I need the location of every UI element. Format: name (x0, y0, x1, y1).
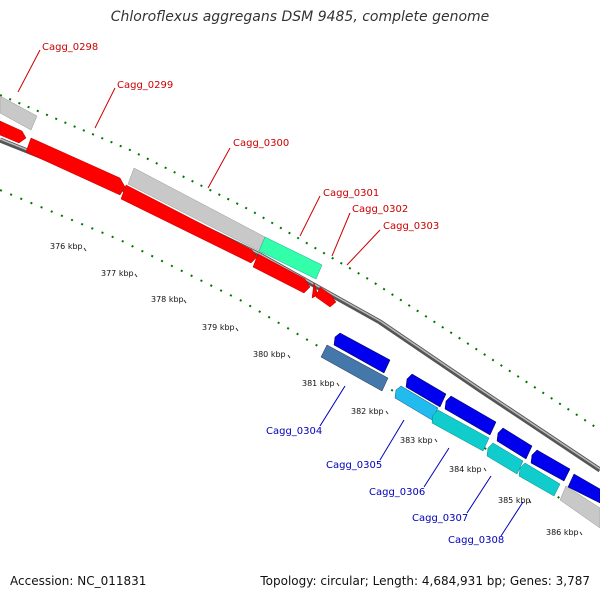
gene-cagg-0303[interactable] (315, 286, 337, 308)
gene-grey-right[interactable] (559, 485, 600, 529)
scale-label-377: 377 kbp (101, 269, 134, 278)
label-cagg-0302[interactable]: Cagg_0302 (352, 204, 408, 215)
scale-label-385: 385 kbp (498, 496, 531, 505)
reverse-leader-lines (319, 385, 524, 537)
gene-cagg-0301[interactable] (258, 236, 323, 280)
gene-cagg-0298[interactable] (0, 95, 38, 131)
label-cagg-0306[interactable]: Cagg_0306 (369, 487, 425, 498)
gene-cagg-0299[interactable] (25, 137, 126, 196)
gene-blue-3[interactable] (444, 395, 497, 436)
gc-track-inner (0, 189, 600, 526)
label-cagg-0307[interactable]: Cagg_0307 (412, 513, 468, 524)
scale-label-381: 381 kbp (302, 379, 335, 388)
genome-summary-text: Topology: circular; Length: 4,684,931 bp… (260, 574, 590, 588)
label-cagg-0300[interactable]: Cagg_0300 (233, 138, 289, 149)
scale-label-383: 383 kbp (400, 436, 433, 445)
forward-leader-lines (17, 49, 381, 266)
gene-blue-4[interactable] (496, 427, 533, 460)
scale-label-376: 376 kbp (50, 242, 83, 251)
scale-label-384: 384 kbp (449, 465, 482, 474)
scale-label-382: 382 kbp (351, 407, 384, 416)
label-cagg-0304[interactable]: Cagg_0304 (266, 426, 322, 437)
gene-cagg-0307[interactable] (486, 442, 524, 475)
label-cagg-0298[interactable]: Cagg_0298 (42, 42, 98, 53)
gene-blue-2[interactable] (405, 373, 447, 408)
map-title: Chloroflexus aggregans DSM 9485, complet… (110, 9, 490, 25)
label-cagg-0301[interactable]: Cagg_0301 (323, 188, 379, 199)
gene-cagg-0308[interactable] (518, 462, 561, 497)
gene-cagg-0306[interactable] (431, 409, 490, 452)
label-cagg-0305[interactable]: Cagg_0305 (326, 460, 382, 471)
genome-backbone (0, 137, 600, 473)
scale-label-378: 378 kbp (151, 295, 184, 304)
gene-cagg-0305[interactable] (394, 385, 439, 421)
scale-ticks (83, 247, 583, 536)
gene-cagg-0302[interactable] (311, 282, 319, 299)
accession-text: Accession: NC_011831 (10, 574, 147, 588)
gene-cagg-0298-red[interactable] (0, 120, 27, 144)
gene-blue-right[interactable] (567, 473, 600, 504)
gene-blue-1[interactable] (333, 332, 391, 374)
label-cagg-0299[interactable]: Cagg_0299 (117, 80, 173, 91)
scale-label-386: 386 kbp (546, 528, 579, 537)
label-cagg-0308[interactable]: Cagg_0308 (448, 535, 504, 546)
scale-label-380: 380 kbp (253, 350, 286, 359)
label-cagg-0303[interactable]: Cagg_0303 (383, 221, 439, 232)
scale-label-379: 379 kbp (202, 323, 235, 332)
gene-cagg-0301-red[interactable] (252, 253, 311, 294)
gene-cagg-0300-red[interactable] (120, 184, 258, 264)
gene-cagg-0304[interactable] (320, 344, 389, 392)
gene-blue-5[interactable] (530, 449, 571, 482)
